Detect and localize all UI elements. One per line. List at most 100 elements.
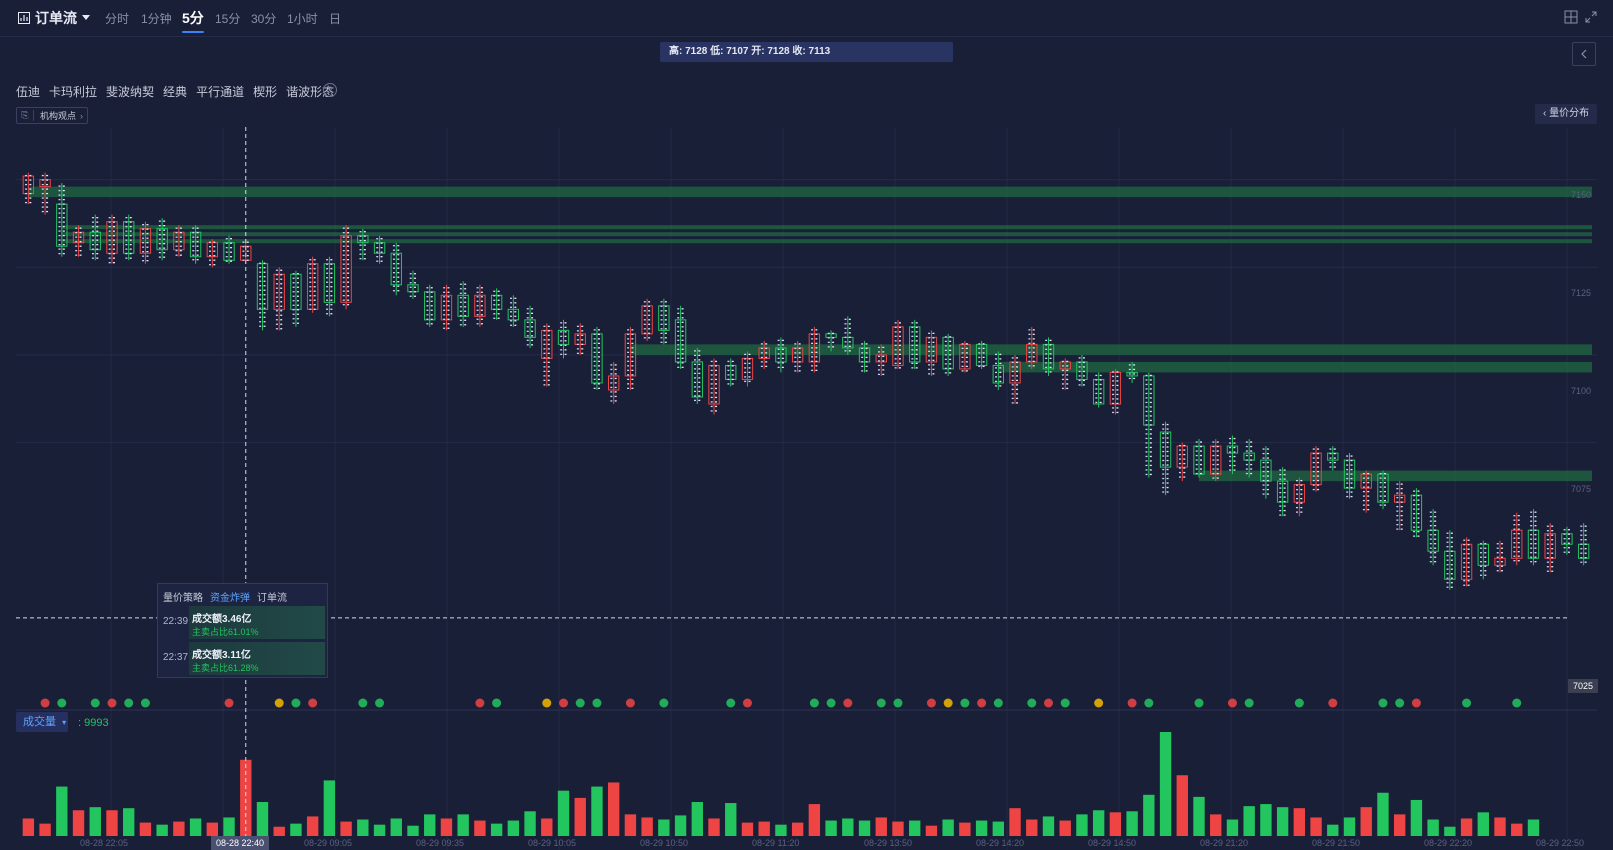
layout-grid-icon[interactable] [1564, 10, 1580, 26]
volume-bar [524, 811, 536, 836]
candle-body [306, 263, 319, 310]
candle-body [1527, 529, 1540, 559]
tool-parallel-channel[interactable]: 平行通道 [196, 85, 245, 99]
signal-marker [1060, 698, 1070, 708]
timeframe-tab-1min[interactable]: 1分钟 [141, 12, 172, 26]
candle-body [1210, 445, 1222, 475]
volume-bar [791, 822, 804, 836]
volume-zone-band [28, 186, 1593, 198]
x-tick-label: 08-28 22:05 [80, 838, 129, 848]
fund-bomb-tooltip: 量价策略 资金炸弹 订单流 22:39 成交额3.46亿 主卖占比61.01% … [157, 583, 328, 678]
tooltip-entry: 22:37 成交额3.11亿 主卖占比61.28% [158, 640, 326, 675]
volume-bar [825, 820, 837, 836]
tooltip-tab-volume-strategy[interactable]: 量价策略 [163, 593, 203, 604]
candle-body [674, 319, 687, 363]
candle-body [1042, 343, 1055, 370]
volume-bar [123, 808, 135, 836]
volume-bar [474, 820, 486, 836]
x-tick-label: 08-29 21:20 [1200, 838, 1249, 848]
tooltip-tab-order-flow[interactable]: 订单流 [257, 593, 287, 604]
tool-camarilla[interactable]: 卡玛利拉 [49, 85, 98, 99]
signal-marker [559, 698, 569, 708]
volume-bar [1410, 799, 1423, 836]
tool-woodie[interactable]: 伍迪 [16, 85, 41, 99]
timeframe-tab-5min-label: 5分 [182, 10, 204, 26]
volume-bar [557, 790, 570, 836]
volume-bar [424, 814, 436, 836]
candle-body [725, 364, 737, 380]
collapse-panel-button[interactable] [1572, 42, 1596, 66]
candle-body [1561, 533, 1573, 545]
candle-body [1092, 378, 1105, 405]
candle-body [758, 347, 770, 359]
signal-marker [358, 698, 368, 708]
candle-body [1226, 445, 1239, 454]
fullscreen-icon[interactable] [1584, 10, 1600, 26]
volume-indicator-select[interactable]: 成交量 ▾ [16, 712, 68, 732]
volume-bar [1260, 804, 1272, 836]
signal-marker [943, 698, 953, 708]
candle-body [1494, 557, 1506, 566]
volume-bar [1126, 811, 1138, 836]
volume-bar [725, 803, 737, 836]
signal-marker [291, 698, 301, 708]
volume-bar [1143, 794, 1155, 836]
volume-bar [89, 807, 101, 836]
candle-body [139, 228, 152, 254]
signal-marker [57, 698, 67, 708]
chart-type-dropdown[interactable]: 订单流 [18, 8, 90, 28]
volume-bar [390, 818, 402, 836]
volume-bar [1343, 817, 1356, 836]
tooltip-entry-time: 22:37 [163, 652, 189, 663]
volume-bar [959, 822, 971, 836]
volume-bar [574, 797, 586, 836]
candle-body [490, 294, 503, 310]
tool-fibonacci[interactable]: 斐波纳契 [106, 85, 155, 99]
volume-bar [206, 822, 219, 836]
tooltip-tab-fund-bomb[interactable]: 资金炸弹 [210, 593, 250, 604]
x-tick-label: 08-29 22:20 [1424, 838, 1473, 848]
candle-body [323, 263, 336, 303]
signal-marker [308, 698, 318, 708]
tool-classic[interactable]: 经典 [163, 85, 188, 99]
candle-body [1293, 484, 1306, 503]
candle-body [975, 343, 988, 366]
signal-marker [659, 698, 669, 708]
signal-marker [107, 698, 117, 708]
volume-bar [925, 825, 938, 836]
candle-body [875, 354, 887, 363]
candle-body [507, 308, 520, 321]
volume-price-distribution-button[interactable]: ‹ 量价分布 [1535, 104, 1598, 124]
volume-bar [1176, 775, 1188, 836]
candle-body [942, 336, 954, 370]
volume-bar [624, 814, 637, 836]
volume-bar [39, 823, 51, 836]
signal-marker [960, 698, 970, 708]
timeframe-tab-5min[interactable]: 5分 [182, 8, 204, 33]
tool-wedge[interactable]: 楔形 [253, 85, 278, 99]
timeframe-tab-1hour[interactable]: 1小时 [287, 12, 318, 26]
institution-view-button[interactable]: ⎘ 机构观点 › [16, 107, 89, 124]
volume-bar [1360, 807, 1372, 836]
timeframe-tab-intraday[interactable]: 分时 [105, 12, 130, 26]
candle-body [1126, 371, 1138, 377]
timeframe-tab-15min[interactable]: 15分 [215, 12, 241, 26]
candle-body [424, 291, 436, 321]
help-icon[interactable]: ? [323, 83, 337, 97]
candle-body [591, 333, 603, 384]
candle-body [1377, 473, 1389, 503]
tooltip-entry-time: 22:39 [163, 616, 189, 627]
volume-bar [992, 821, 1005, 836]
candle-body [156, 228, 168, 251]
tool-harmonic[interactable]: 谐波形态 [286, 85, 335, 99]
timeframe-tab-day[interactable]: 日 [329, 12, 342, 26]
volume-bar [1460, 818, 1473, 836]
x-tick-label: 08-29 11:20 [752, 838, 800, 848]
candle-body [407, 284, 419, 293]
timeframe-tab-30min[interactable]: 30分 [251, 12, 277, 26]
drawing-tools: 伍迪 卡玛利拉 斐波纳契 经典 平行通道 楔形 谐波形态 [16, 83, 334, 100]
candle-body [1159, 431, 1172, 468]
volume-bar [1527, 819, 1540, 836]
signal-marker [90, 698, 100, 708]
